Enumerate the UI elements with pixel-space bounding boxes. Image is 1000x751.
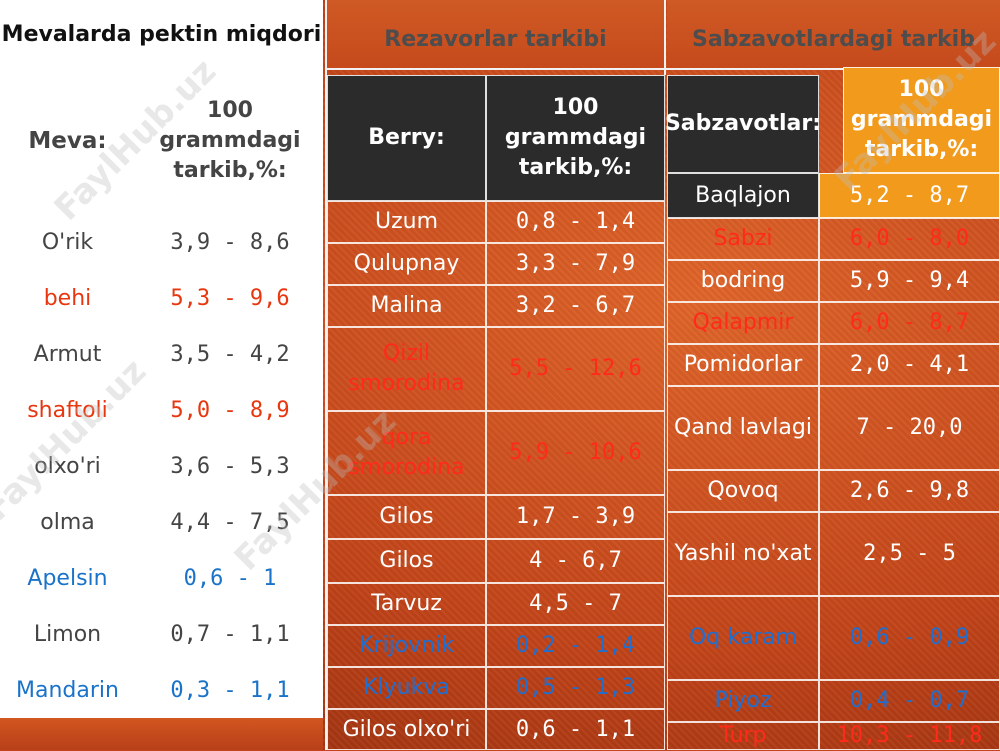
- fruit-name: shaftoli: [27, 398, 108, 423]
- vegetable-value: 6,0 - 8,0: [819, 218, 1000, 260]
- vegetable-value: 0,4 - 0,7: [819, 680, 1000, 722]
- vegetable-column-header: Sabzavotlar:: [665, 75, 821, 173]
- fruit-row: O'rik 3,9 - 8,6: [0, 230, 323, 270]
- fruit-value: 5,3 - 9,6: [170, 286, 290, 311]
- vegetable-name: Baqlajon: [667, 173, 819, 218]
- vegetable-name: Yashil no'xat: [667, 512, 819, 596]
- berry-value: 0,5 - 1,3: [486, 667, 665, 709]
- fruit-row: shaftoli 5,0 - 8,9: [0, 398, 323, 438]
- vegetable-name: Pomidorlar: [667, 344, 819, 386]
- vegetable-value: 2,6 - 9,8: [819, 470, 1000, 512]
- fruit-value: 0,3 - 1,1: [170, 678, 290, 703]
- fruit-name: Mandarin: [16, 678, 119, 703]
- vegetable-value: 2,5 - 5: [819, 512, 1000, 596]
- fruit-row: Mandarin 0,3 - 1,1: [0, 678, 323, 718]
- fruit-pectin-panel: Mevalarda pektin miqdori Meva: 100 gramm…: [0, 0, 323, 718]
- vegetable-name: bodring: [667, 260, 819, 302]
- berry-name: Uzum: [327, 201, 486, 243]
- vegetable-value: 2,0 - 4,1: [819, 344, 1000, 386]
- fruit-value: 3,9 - 8,6: [170, 230, 290, 255]
- fruit-value: 3,5 - 4,2: [170, 342, 290, 367]
- berry-name: Gilos olxo'ri: [327, 709, 486, 750]
- section-header-underline: [325, 68, 1000, 70]
- vegetable-value: 10,3 - 11,8: [819, 722, 1000, 750]
- fruit-name: Armut: [33, 342, 102, 367]
- fruit-value: 3,6 - 5,3: [170, 454, 290, 479]
- fruit-name: olxo'ri: [34, 454, 101, 479]
- vegetable-name: Sabzi: [667, 218, 819, 260]
- vegetable-name: Qalapmir: [667, 302, 819, 344]
- berry-name: Qulupnay: [327, 243, 486, 285]
- fruit-panel-title: Mevalarda pektin miqdori: [1, 22, 322, 47]
- vegetable-name: Oq karam: [667, 596, 819, 680]
- vegetable-name: Piyoz: [667, 680, 819, 722]
- berry-column-header: Berry:: [327, 75, 486, 201]
- fruit-value: 0,6 - 1: [183, 566, 277, 591]
- vegetable-content-header: 100 grammdagi tarkib,%:: [843, 67, 1000, 173]
- berry-name: Malina: [327, 285, 486, 327]
- berry-value: 5,5 - 12,6: [486, 327, 665, 411]
- vegetable-value: 5,2 - 8,7: [819, 173, 1000, 218]
- berry-name: qora smorodina: [327, 411, 486, 495]
- fruit-row: Apelsin 0,6 - 1: [0, 566, 323, 606]
- berry-name: Gilos: [327, 495, 486, 539]
- berry-value: 3,2 - 6,7: [486, 285, 665, 327]
- section-divider-top: [664, 0, 666, 75]
- fruit-row: Limon 0,7 - 1,1: [0, 622, 323, 662]
- fruit-name: Limon: [33, 622, 102, 647]
- berry-value: 4 - 6,7: [486, 539, 665, 583]
- bottom-strip: [0, 718, 323, 750]
- fruit-name: olma: [40, 510, 95, 535]
- section-divider-left: [325, 0, 327, 750]
- vegetable-name: Turp: [667, 722, 819, 750]
- fruit-value: 5,0 - 8,9: [170, 398, 290, 423]
- berry-value: 1,7 - 3,9: [486, 495, 665, 539]
- fruit-row: olxo'ri 3,6 - 5,3: [0, 454, 323, 494]
- vegetable-name: Qand lavlagi: [667, 386, 819, 470]
- vegetable-value: 5,9 - 9,4: [819, 260, 1000, 302]
- berry-name: Qizil smorodina: [327, 327, 486, 411]
- fruit-value: 0,7 - 1,1: [170, 622, 290, 647]
- berry-name: Tarvuz: [327, 583, 486, 625]
- fruit-name: O'rik: [41, 230, 94, 255]
- berry-value: 4,5 - 7: [486, 583, 665, 625]
- vegetable-section-title: Sabzavotlardagi tarkib: [692, 27, 975, 52]
- berry-name: Klyukva: [327, 667, 486, 709]
- berry-value: 0,6 - 1,1: [486, 709, 665, 750]
- fruit-row: olma 4,4 - 7,5: [0, 510, 323, 550]
- fruit-row: behi 5,3 - 9,6: [0, 286, 323, 326]
- berry-value: 0,8 - 1,4: [486, 201, 665, 243]
- vegetable-section-header: Sabzavotlardagi tarkib: [667, 0, 1000, 68]
- fruit-value: 4,4 - 7,5: [170, 510, 290, 535]
- fruit-column-header: Meva:: [28, 128, 107, 154]
- berry-name: Gilos: [327, 539, 486, 583]
- berry-section-title: Rezavorlar tarkibi: [384, 27, 607, 52]
- fruit-row: Armut 3,5 - 4,2: [0, 342, 323, 382]
- berry-value: 0,2 - 1,4: [486, 625, 665, 667]
- berry-value: 5,9 - 10,6: [486, 411, 665, 495]
- berry-value: 3,3 - 7,9: [486, 243, 665, 285]
- berry-section-header: Rezavorlar tarkibi: [327, 0, 664, 68]
- fruit-name: behi: [43, 286, 92, 311]
- berry-name: Krijovnik: [327, 625, 486, 667]
- vegetable-value: 0,6 - 0,9: [819, 596, 1000, 680]
- vegetable-name: Qovoq: [667, 470, 819, 512]
- fruit-name: Apelsin: [27, 566, 108, 591]
- fruit-content-header: 100 grammdagi tarkib,%:: [159, 98, 301, 183]
- berry-content-header: 100 grammdagi tarkib,%:: [486, 75, 665, 201]
- vegetable-value: 7 - 20,0: [819, 386, 1000, 470]
- vegetable-value: 6,0 - 8,7: [819, 302, 1000, 344]
